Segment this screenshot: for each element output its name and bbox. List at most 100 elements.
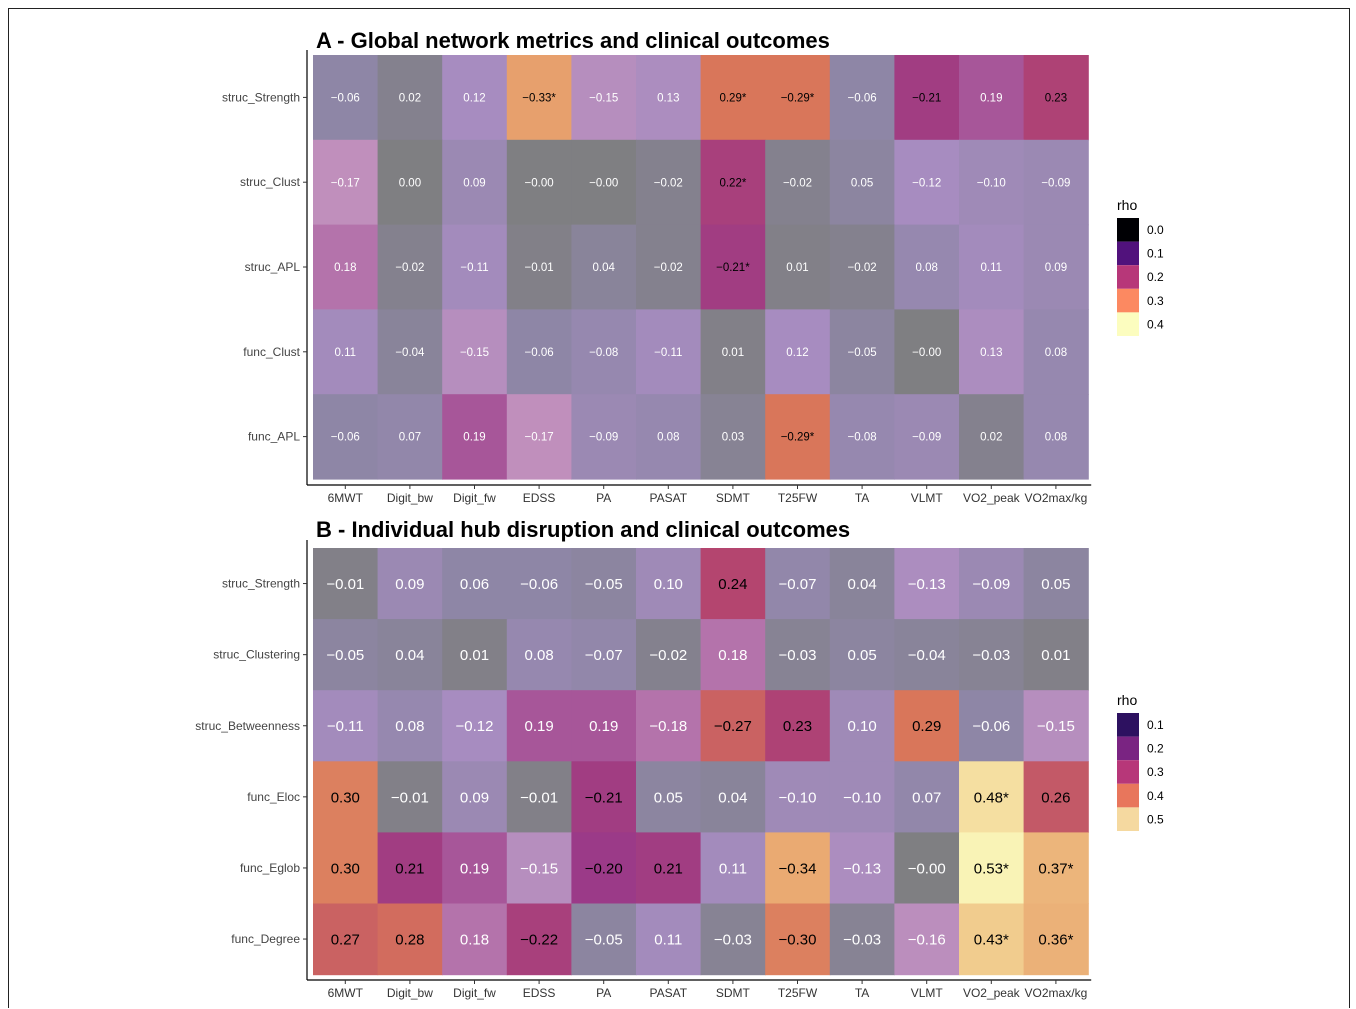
legend-swatch [1117,736,1139,761]
cell-label: −0.34 [779,860,817,877]
heatmap-cell [894,548,960,620]
heatmap-cell [829,224,895,310]
cell-label: 0.18 [718,647,747,664]
heatmap-cell [700,903,766,976]
legend-swatch [1117,760,1139,784]
cell-label: 0.43* [974,931,1009,948]
heatmap-cell [636,619,702,691]
heatmap-cell [313,903,379,976]
heatmap-cell [571,761,637,833]
cell-label: 0.12 [786,347,808,359]
legend-tick-label: 0.0 [1147,223,1164,237]
legend-swatch [1117,783,1139,808]
cell-label: −0.06 [972,718,1010,735]
column-label: VLMT [911,986,944,1000]
heatmap-cell [765,619,831,691]
legend: rho 0.1 0.2 0.3 0.4 0.5 [1117,692,1164,831]
heatmap-cell [377,394,443,480]
column-label: PASAT [650,491,688,505]
heatmap-cell [506,690,572,762]
heatmap-cell [442,690,508,762]
cell-label: −0.00 [589,177,618,189]
heatmap-cell [313,619,379,691]
row-label: struc_Clustering [213,648,300,662]
cell-label: 0.19 [460,860,489,877]
heatmap-panel-a: A - Global network metrics and clinical … [222,28,1164,505]
cell-label: 0.23 [1045,93,1067,105]
heatmap-cell [506,832,572,905]
heatmap-cell [377,309,443,395]
cell-label: 0.08 [1045,347,1067,359]
heatmap-cell [1023,761,1089,833]
heatmap-cell [700,139,766,226]
heatmap-cell [959,224,1025,310]
heatmap-cell [506,309,572,395]
legend-swatch [1117,265,1139,289]
heatmap-cell [636,903,702,976]
heatmap-cell [1023,139,1089,226]
column-label: T25FW [778,986,818,1000]
heatmap-cell [377,903,443,976]
heatmap-cell [1023,548,1089,620]
cell-label: −0.06 [331,93,360,105]
column-label: VO2_peak [963,986,1021,1000]
cell-label: −0.04 [395,347,425,359]
heatmap-cell [765,139,831,226]
heatmap-cell [636,394,702,480]
cell-label: −0.09 [1041,177,1070,189]
heatmap-cell [571,309,637,395]
cell-label: 0.22* [719,177,746,189]
cell-label: 0.29 [912,718,941,735]
cell-label: −0.03 [972,647,1010,664]
heatmap-cell [506,55,572,141]
cell-label: 0.23 [783,718,812,735]
cell-label: 0.19 [980,93,1002,105]
cell-label: 0.19 [463,432,485,444]
cell-label: −0.30 [779,931,817,948]
heatmap-cell [1023,309,1089,395]
heatmap-cell [636,690,702,762]
cell-label: −0.03 [714,931,752,948]
cell-label: −0.01 [391,789,429,806]
heatmap-cell [442,309,508,395]
cell-label: −0.02 [783,177,812,189]
column-label: SDMT [716,491,751,505]
heatmap-cell [442,761,508,833]
cell-label: 0.01 [1041,647,1070,664]
column-label: Digit_bw [387,986,433,1000]
heatmap-cell [959,394,1025,480]
heatmap-cell [959,55,1025,141]
heatmap-cell [765,394,831,480]
cell-label: −0.03 [779,647,817,664]
legend-tick-label: 0.4 [1147,789,1164,803]
cell-label: −0.01 [525,262,554,274]
row-label: struc_Betweenness [195,719,300,733]
heatmap-cell [765,690,831,762]
heatmap-cell [1023,394,1089,480]
heatmap-cell [829,309,895,395]
cell-label: 0.48* [974,789,1009,806]
heatmap-cell [829,832,895,905]
heatmap-cell [700,55,766,141]
cell-label: −0.02 [848,262,877,274]
heatmap-cell [959,690,1025,762]
cell-label: 0.08 [524,647,553,664]
heatmap-cell [442,55,508,141]
heatmap-cell [700,761,766,833]
column-label: SDMT [716,986,751,1000]
cell-label: 0.13 [980,347,1002,359]
cell-label: −0.05 [326,647,364,664]
cell-label: −0.06 [525,347,554,359]
column-label: Digit_fw [453,986,496,1000]
legend-swatch [1117,241,1139,266]
legend-tick-label: 0.1 [1147,718,1164,732]
heatmap-cell [506,761,572,833]
cell-label: −0.07 [585,647,623,664]
heatmap-cell [571,55,637,141]
heatmap-cell [959,832,1025,905]
cell-label: −0.10 [779,789,817,806]
heatmap-cell [894,224,960,310]
cell-label: 0.28 [395,931,424,948]
cell-label: −0.18 [649,718,687,735]
